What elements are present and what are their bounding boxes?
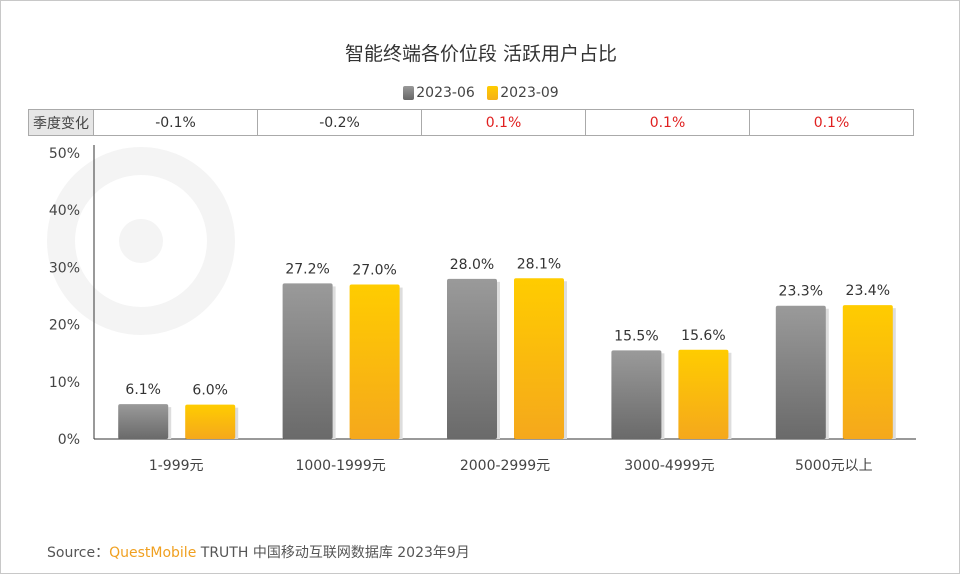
legend-item-2023-09: 2023-09	[487, 85, 559, 101]
bar-2023-09	[514, 278, 564, 439]
data-label: 6.1%	[125, 382, 161, 398]
table-cell: 0.1%	[585, 109, 750, 136]
y-tick-label: 20%	[49, 318, 80, 334]
chart-title: 智能终端各价位段 活跃用户占比	[344, 43, 618, 65]
source-prefix: Source：	[47, 545, 110, 561]
table-header: 季度变化	[28, 109, 94, 136]
bar-2023-09	[185, 404, 236, 439]
y-tick-label: 0%	[58, 432, 80, 448]
bar-2023-09	[678, 349, 729, 439]
data-label: 27.0%	[352, 263, 396, 279]
legend-label: 2023-09	[500, 85, 559, 101]
legend-item-2023-06: 2023-06	[403, 85, 475, 101]
y-tick-label: 40%	[49, 203, 80, 219]
x-tick-label: 1000-1999元	[295, 458, 385, 474]
data-label: 15.5%	[614, 328, 658, 344]
legend-swatch	[403, 86, 415, 100]
data-label: 28.0%	[450, 257, 494, 273]
x-tick-label: 2000-2999元	[460, 458, 550, 474]
bar-2023-06	[775, 305, 826, 439]
x-tick-label: 1-999元	[149, 458, 204, 474]
source-text: TRUTH 中国移动互联网数据库 2023年9月	[200, 545, 470, 561]
bar-2023-06	[447, 278, 497, 439]
data-label: 23.3%	[779, 284, 823, 300]
legend-swatch	[487, 86, 499, 100]
y-tick-label: 30%	[49, 260, 80, 276]
bar-2023-06	[611, 350, 662, 439]
source-brand: QuestMobile	[109, 545, 197, 561]
x-tick-label: 5000元以上	[795, 458, 873, 474]
data-label: 27.2%	[285, 261, 329, 277]
table-cell: -0.1%	[93, 109, 258, 136]
legend: 2023-06 2023-09	[1, 85, 959, 104]
table-cell: 0.1%	[421, 109, 586, 136]
data-label: 28.1%	[517, 256, 561, 272]
bar-2023-09	[349, 284, 400, 439]
table-cell: -0.2%	[257, 109, 422, 136]
y-tick-label: 50%	[49, 146, 80, 162]
data-label: 6.0%	[192, 383, 228, 399]
bar-2023-09	[842, 305, 893, 439]
y-tick-label: 10%	[49, 375, 80, 391]
legend-label: 2023-06	[416, 85, 475, 101]
x-tick-label: 3000-4999元	[624, 458, 714, 474]
quarterly-change-table: 季度变化 -0.1% -0.2% 0.1% 0.1% 0.1%	[28, 109, 914, 136]
source-note: Source：QuestMobile TRUTH 中国移动互联网数据库 2023…	[47, 542, 470, 562]
bar-2023-06	[282, 283, 333, 439]
data-label: 23.4%	[846, 283, 890, 299]
table-cell: 0.1%	[749, 109, 914, 136]
bar-2023-06	[118, 404, 169, 439]
data-label: 15.6%	[681, 328, 725, 344]
